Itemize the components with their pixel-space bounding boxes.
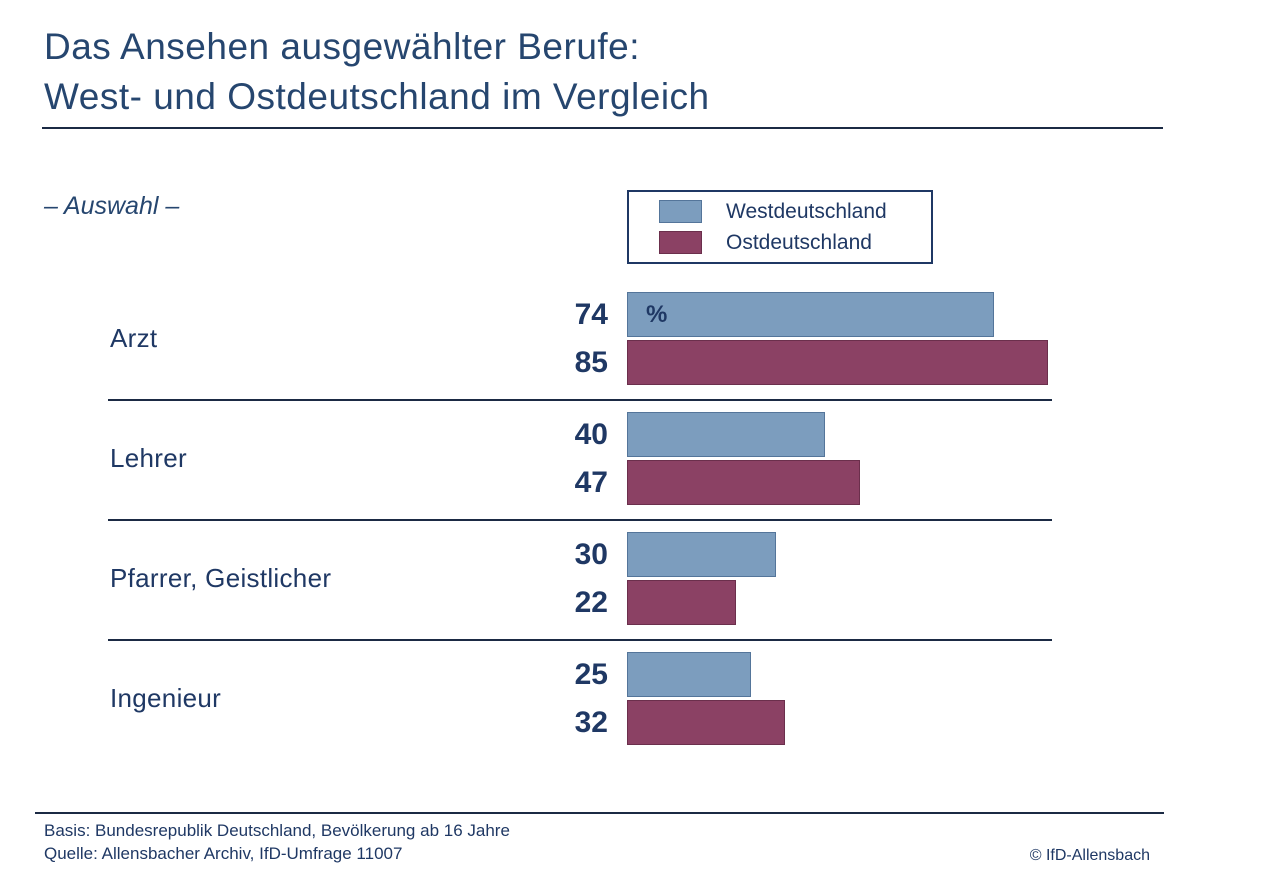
legend-label: Westdeutschland <box>726 199 887 223</box>
legend-item: Ostdeutschland <box>659 230 931 255</box>
page-title: Das Ansehen ausgewählter Berufe: West- u… <box>44 22 710 122</box>
subtitle-auswahl: – Auswahl – <box>44 192 180 220</box>
bar-west <box>627 652 751 697</box>
bar-east <box>627 580 736 625</box>
bar-west: % <box>627 292 994 337</box>
value-label: 22 <box>574 586 608 619</box>
value-label: 40 <box>574 418 608 451</box>
category-label: Pfarrer, Geistlicher <box>110 563 332 593</box>
bar-east <box>627 340 1048 385</box>
legend-swatch-icon <box>659 200 702 223</box>
page-title-line2: West- und Ostdeutschland im Vergleich <box>44 76 710 117</box>
value-label: 25 <box>574 658 608 691</box>
percent-unit-label: % <box>646 300 668 328</box>
group-separator <box>108 639 1052 641</box>
footer-rule <box>35 812 1164 814</box>
bar-east <box>627 700 785 745</box>
value-label: 74 <box>574 298 608 331</box>
group-separator <box>108 519 1052 521</box>
value-label: 32 <box>574 706 608 739</box>
category-label: Ingenieur <box>110 683 222 713</box>
bar-west <box>627 412 825 457</box>
value-label: 47 <box>574 466 608 499</box>
value-label: 85 <box>574 346 608 379</box>
page-title-line1: Das Ansehen ausgewählter Berufe: <box>44 26 641 67</box>
title-rule <box>42 127 1163 129</box>
bar-east <box>627 460 860 505</box>
footer-copyright: © IfD-Allensbach <box>1029 847 1150 864</box>
legend-label: Ostdeutschland <box>726 230 872 254</box>
group-separator <box>108 399 1052 401</box>
category-label: Arzt <box>110 323 158 353</box>
bar-west <box>627 532 776 577</box>
footer-basis: Basis: Bundesrepublik Deutschland, Bevöl… <box>44 821 510 840</box>
value-label: 30 <box>574 538 608 571</box>
legend-item: Westdeutschland <box>659 199 931 224</box>
legend-box: Westdeutschland Ostdeutschland <box>627 190 933 264</box>
footer-source: Quelle: Allensbacher Archiv, IfD-Umfrage… <box>44 844 403 863</box>
legend-swatch-icon <box>659 231 702 254</box>
category-label: Lehrer <box>110 443 187 473</box>
